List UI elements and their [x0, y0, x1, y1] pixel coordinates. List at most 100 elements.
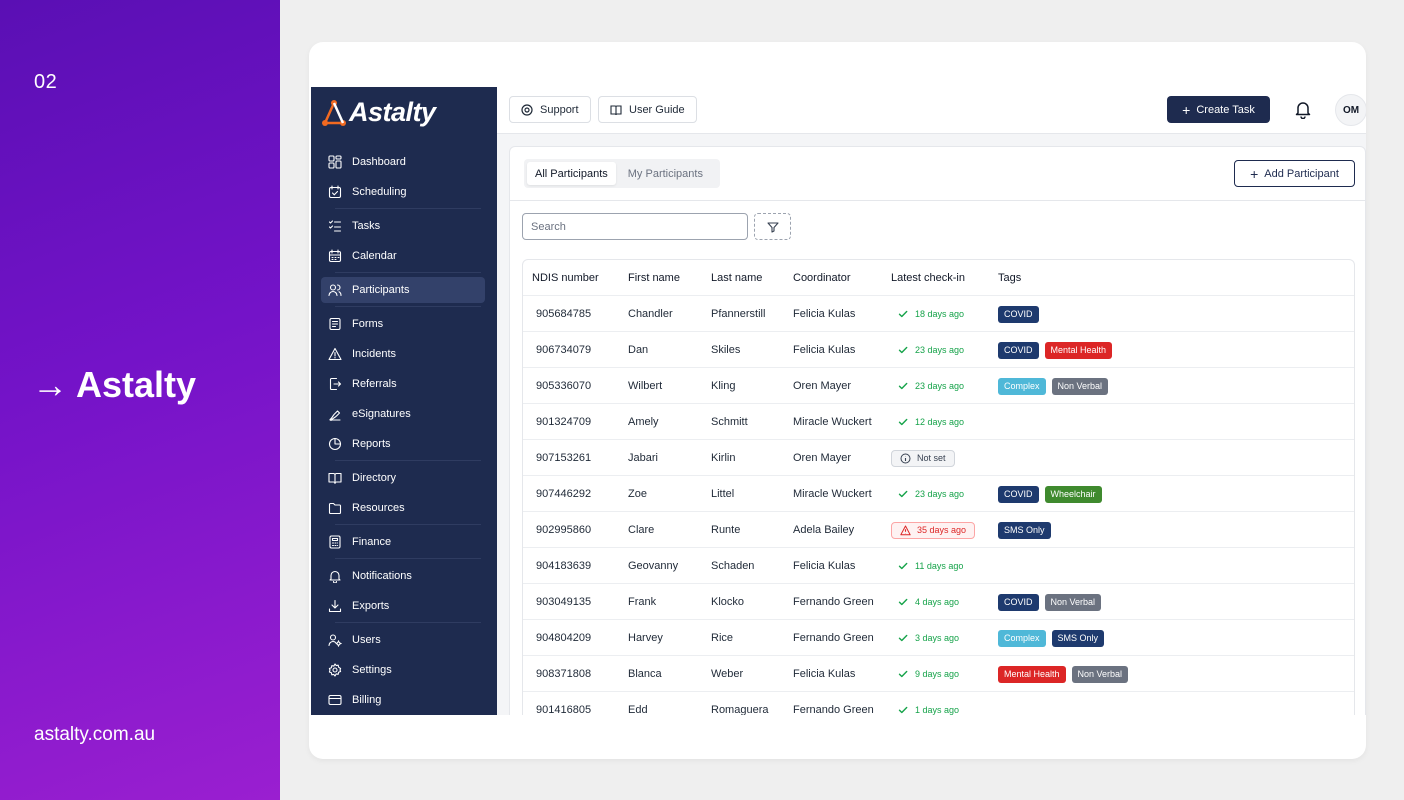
table-row[interactable]: 908371808 Blanca Weber Felicia Kulas 9 days … — [523, 656, 1354, 692]
table-row[interactable]: 906734079 Dan Skiles Felicia Kulas 23 days a… — [523, 332, 1354, 368]
users-icon — [328, 634, 342, 647]
table-row[interactable]: 907446292 Zoe Littel Miracle Wuckert 23 days… — [523, 476, 1354, 512]
bell-icon[interactable] — [1293, 99, 1313, 119]
table-header: NDIS number First name Last name Coordin… — [523, 260, 1354, 296]
sidebar-divider — [335, 208, 481, 209]
sidebar-item-label: Forms — [352, 318, 384, 330]
table-row[interactable]: 901324709 Amely Schmitt Miracle Wuckert 12 d… — [523, 404, 1354, 440]
tab-all-participants[interactable]: All Participants — [527, 162, 616, 185]
check-icon — [898, 418, 908, 426]
last-name: Kling — [711, 380, 736, 392]
sidebar-item-finance[interactable]: Finance — [321, 529, 485, 555]
sidebar-item-notifications[interactable]: Notifications — [321, 563, 485, 589]
incidents-icon — [328, 347, 342, 361]
filter-icon — [766, 221, 779, 233]
sidebar-item-exports[interactable]: Exports — [321, 593, 485, 619]
sidebar-item-resources[interactable]: Resources — [321, 495, 485, 521]
sidebar-item-users[interactable]: Users — [321, 627, 485, 653]
first-name: Blanca — [628, 668, 662, 680]
latest-checkin: 12 days ago — [891, 404, 964, 440]
column-header-tags[interactable]: Tags — [998, 272, 1022, 284]
latest-checkin: 18 days ago — [891, 296, 964, 332]
search-input[interactable] — [522, 213, 748, 240]
sidebar-item-label: Reports — [352, 438, 391, 450]
table-row[interactable]: 905684785 Chandler Pfannerstill Felicia Kul… — [523, 296, 1354, 332]
support-label: Support — [540, 103, 579, 116]
latest-checkin: 11 days ago — [891, 548, 963, 584]
check-icon — [898, 490, 908, 498]
promo-url: astalty.com.au — [34, 724, 156, 745]
billing-icon — [328, 694, 342, 706]
sidebar-divider — [335, 558, 481, 559]
checkin-text: 18 days ago — [915, 309, 965, 319]
tab-my-participants[interactable]: My Participants — [627, 167, 703, 180]
participants-panel: All Participants My Participants + Add P… — [509, 146, 1366, 715]
last-name: Schmitt — [711, 416, 748, 428]
checkin-status: 3 days ago — [891, 633, 959, 643]
top-bar: Support User Guide + Create Task OM — [497, 87, 1366, 134]
check-icon — [898, 634, 908, 642]
sidebar-item-calendar[interactable]: Calendar — [321, 243, 485, 269]
app-window: Astalty Dashboard Scheduling Tasks Calendar… — [311, 87, 1366, 715]
app-card: Astalty Dashboard Scheduling Tasks Calendar… — [309, 42, 1366, 759]
checkin-text: Not set — [917, 453, 946, 463]
table-row[interactable]: 901416805 Edd Romaguera Fernando Green 1 day… — [523, 692, 1354, 715]
ndis-number: 905336070 — [536, 380, 592, 392]
table-row[interactable]: 905336070 Wilbert Kling Oren Mayer 23 days a… — [523, 368, 1354, 404]
logo-mark-icon — [322, 99, 346, 126]
column-header-first-name[interactable]: First name — [628, 272, 680, 284]
sidebar-item-scheduling[interactable]: Scheduling — [321, 179, 485, 205]
sidebar-item-label: Users — [352, 634, 381, 646]
coordinator: Fernando Green — [793, 704, 874, 715]
app-logo[interactable]: Astalty — [321, 97, 436, 128]
directory-icon — [328, 472, 342, 485]
table-row[interactable]: 907153261 Jabari Kirlin Oren Mayer Not set — [523, 440, 1354, 476]
promo-brand-name: Astalty — [76, 364, 197, 405]
last-name: Pfannerstill — [711, 308, 766, 320]
ndis-number: 905684785 — [536, 308, 592, 320]
create-task-button[interactable]: + Create Task — [1167, 96, 1270, 123]
table-row[interactable]: 902995860 Clare Runte Adela Bailey 35 days a… — [523, 512, 1354, 548]
support-button[interactable]: Support — [509, 96, 591, 123]
sidebar-item-directory[interactable]: Directory — [321, 465, 485, 491]
checkin-text: 12 days ago — [915, 417, 965, 427]
table-row[interactable]: 904804209 Harvey Rice Fernando Green 3 days … — [523, 620, 1354, 656]
sidebar-item-forms[interactable]: Forms — [321, 311, 485, 337]
checkin-status: 12 days ago — [891, 417, 964, 427]
coordinator: Oren Mayer — [793, 380, 852, 392]
sidebar-item-billing[interactable]: Billing — [321, 687, 485, 713]
sidebar-item-reports[interactable]: Reports — [321, 431, 485, 457]
table-row[interactable]: 903049135 Frank Klocko Fernando Green 4 days… — [523, 584, 1354, 620]
sidebar-item-referrals[interactable]: Referrals — [321, 371, 485, 397]
ndis-number: 904804209 — [536, 632, 592, 644]
ndis-number: 908371808 — [536, 668, 592, 680]
user-guide-button[interactable]: User Guide — [598, 96, 697, 123]
sidebar-item-dashboard[interactable]: Dashboard — [321, 149, 485, 175]
sidebar-item-settings[interactable]: Settings — [321, 657, 485, 683]
column-header-coordinator[interactable]: Coordinator — [793, 272, 851, 284]
column-header-ndis[interactable]: NDIS number — [532, 272, 599, 284]
filter-button[interactable] — [754, 213, 791, 240]
table-row[interactable]: 904183639 Geovanny Schaden Felicia Kulas 11 … — [523, 548, 1354, 584]
last-name: Weber — [711, 668, 744, 680]
calendar-icon — [328, 249, 342, 263]
sidebar-item-incidents[interactable]: Incidents — [321, 341, 485, 367]
user-avatar[interactable]: OM — [1335, 94, 1366, 126]
column-header-latest-checkin[interactable]: Latest check-in — [891, 272, 965, 284]
check-icon — [898, 706, 908, 714]
sidebar-item-esignatures[interactable]: eSignatures — [321, 401, 485, 427]
sidebar-item-participants[interactable]: Participants — [321, 277, 485, 303]
coordinator: Felicia Kulas — [793, 668, 856, 680]
latest-checkin: 4 days ago — [891, 584, 959, 620]
tag-badge: Non Verbal — [1071, 665, 1129, 683]
support-icon — [521, 103, 533, 116]
add-participant-button[interactable]: + Add Participant — [1234, 160, 1355, 187]
check-icon — [898, 310, 908, 318]
check-icon — [898, 598, 908, 606]
sidebar-item-tasks[interactable]: Tasks — [321, 213, 485, 239]
tag-badge: COVID — [998, 593, 1039, 611]
tags: COVID — [998, 296, 1039, 332]
column-header-last-name[interactable]: Last name — [711, 272, 763, 284]
sidebar-item-label: eSignatures — [352, 408, 411, 420]
info-icon — [900, 453, 911, 463]
